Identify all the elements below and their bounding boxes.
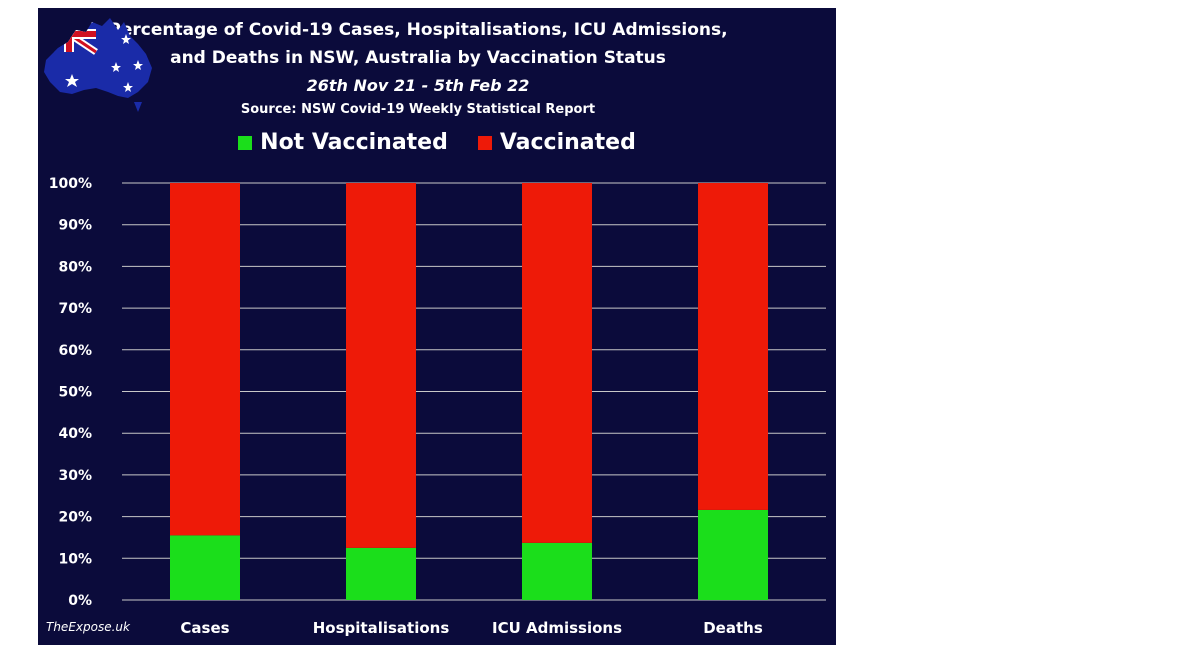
- bar-vaccinated: [522, 183, 592, 543]
- y-tick-label: 10%: [58, 551, 92, 567]
- y-tick-label: 60%: [58, 343, 92, 359]
- y-tick-label: 50%: [58, 385, 92, 401]
- legend-item-vaccinated: Vaccinated: [477, 130, 636, 155]
- x-tick-label: Hospitalisations: [313, 619, 450, 637]
- x-tick-label: ICU Admissions: [492, 619, 622, 637]
- chart-title-line2: and Deaths in NSW, Australia by Vaccinat…: [170, 48, 666, 68]
- legend: Not Vaccinated Vaccinated: [38, 130, 836, 155]
- y-tick-label: 80%: [58, 259, 92, 275]
- legend-swatch-vaccinated: [477, 135, 492, 150]
- y-tick-label: 100%: [49, 176, 92, 192]
- legend-label-not-vaccinated: Not Vaccinated: [260, 130, 448, 155]
- bar-vaccinated: [170, 183, 240, 536]
- chart-source: Source: NSW Covid-19 Weekly Statistical …: [240, 102, 596, 117]
- bar-vaccinated: [698, 183, 768, 510]
- y-tick-label: 30%: [58, 468, 92, 484]
- x-tick-label: Cases: [180, 619, 229, 637]
- y-tick-label: 90%: [58, 218, 92, 234]
- chart-title-line1: Percentage of Covid-19 Cases, Hospitalis…: [108, 20, 728, 40]
- bar-not-vaccinated: [170, 535, 240, 600]
- watermark: TheExpose.uk: [46, 620, 130, 634]
- y-tick-label: 40%: [58, 426, 92, 442]
- australia-flag-map-icon: [44, 18, 152, 112]
- y-tick-label: 70%: [58, 301, 92, 317]
- bar-not-vaccinated: [522, 542, 592, 600]
- chart-date-range: 26th Nov 21 - 5th Feb 22: [306, 76, 530, 95]
- legend-label-vaccinated: Vaccinated: [499, 130, 636, 155]
- x-tick-label: Deaths: [703, 619, 763, 637]
- legend-swatch-not-vaccinated: [238, 135, 253, 150]
- bar-vaccinated: [346, 183, 416, 548]
- y-tick-label: 0%: [68, 593, 92, 609]
- legend-item-not-vaccinated: Not Vaccinated: [238, 130, 448, 155]
- bar-not-vaccinated: [346, 547, 416, 600]
- y-tick-label: 20%: [58, 510, 92, 526]
- chart-panel: 0% 10% 20% 30% 40% 50% 60% 70% 80% 90% 100% Cases Ho…: [38, 8, 836, 645]
- bar-not-vaccinated: [698, 509, 768, 600]
- plot-area: 0% 10% 20% 30% 40% 50% 60% 70% 80% 90% 100% Cases Ho…: [49, 176, 826, 637]
